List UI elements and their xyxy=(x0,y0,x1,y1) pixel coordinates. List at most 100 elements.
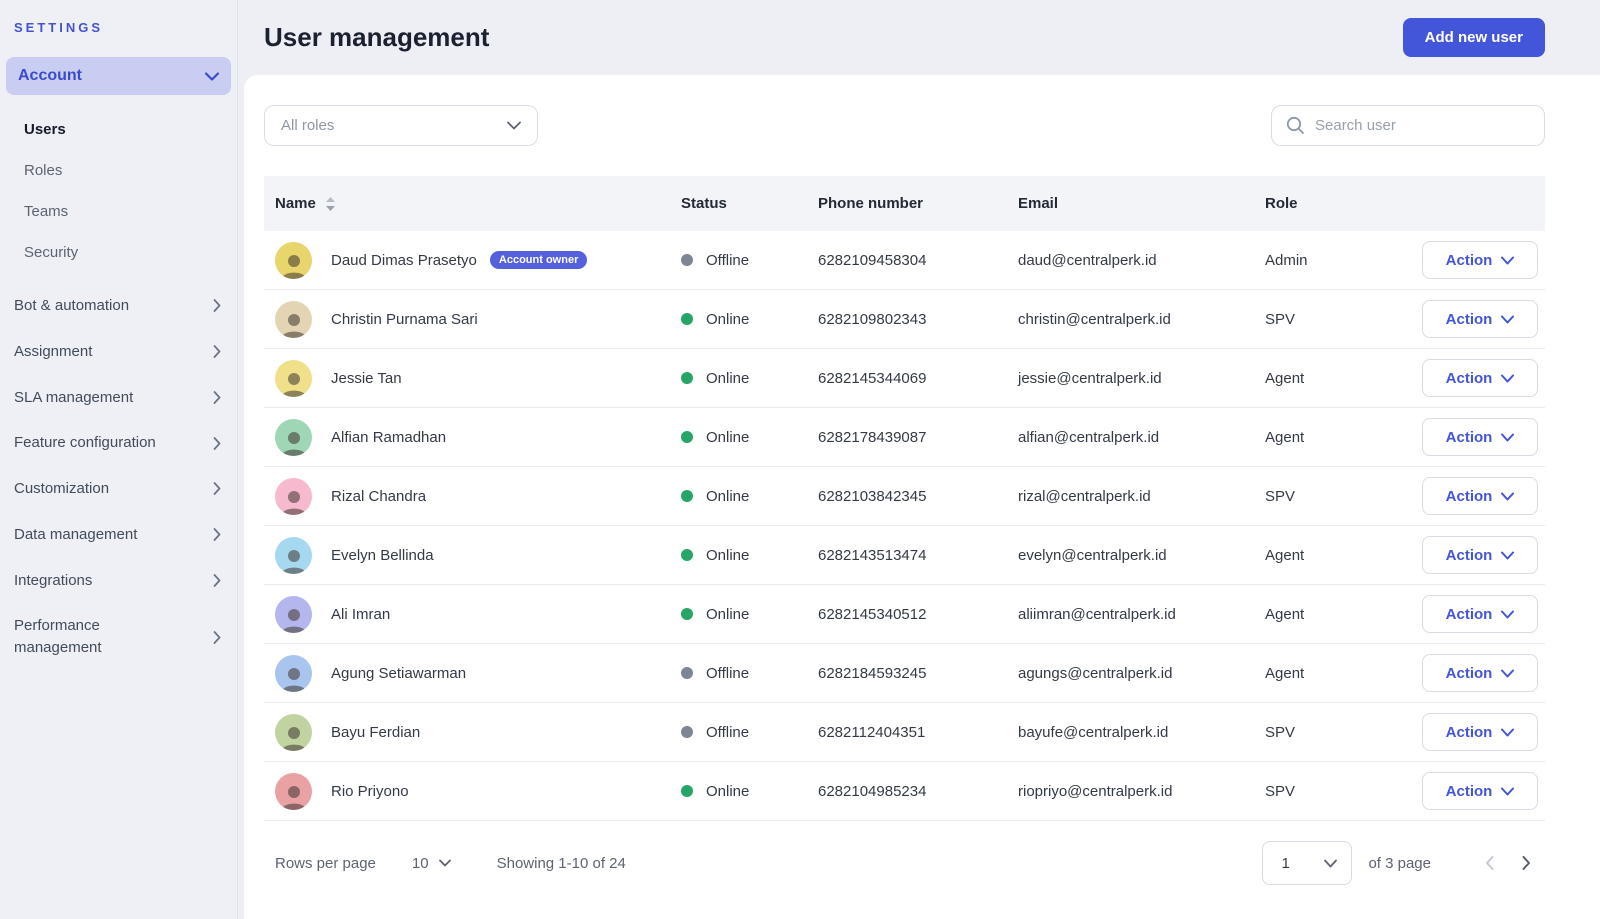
role: Agent xyxy=(1265,369,1305,387)
sidebar-item-label: Performance management xyxy=(14,617,102,656)
sort-icon[interactable] xyxy=(325,196,335,211)
sidebar-item[interactable]: Data management xyxy=(6,512,231,558)
column-header-name[interactable]: Name xyxy=(275,195,681,212)
user-name: Daud Dimas Prasetyo xyxy=(331,251,477,269)
next-page-button[interactable] xyxy=(1508,850,1545,876)
chevron-down-icon xyxy=(438,859,451,867)
sidebar-item-label: Bot & automation xyxy=(14,297,130,314)
search-user-box xyxy=(1271,105,1545,146)
sidebar-item[interactable]: Performance management xyxy=(6,603,231,671)
table-row: Agung Setiawarman Offline 6282184593245 … xyxy=(264,644,1545,703)
chevron-down-icon xyxy=(1501,787,1515,796)
sidebar-item-label: Data management xyxy=(14,525,138,543)
sidebar-sub-item[interactable]: Teams xyxy=(24,203,69,220)
chevron-right-icon xyxy=(213,630,221,644)
email: rizal@centralperk.id xyxy=(1018,487,1151,505)
phone-number: 6282109802343 xyxy=(818,310,927,328)
sidebar-sub-item[interactable]: Security xyxy=(24,244,79,261)
status-cell: Online xyxy=(681,606,818,623)
column-header-status: Status xyxy=(681,195,727,212)
email: alfian@centralperk.id xyxy=(1018,428,1160,446)
sidebar-item[interactable]: Assignment xyxy=(6,329,231,375)
table-row: Ali Imran Online 6282145340512 aliimran@… xyxy=(264,585,1545,644)
settings-sidebar: SETTINGS Account Users Roles Teams Secur… xyxy=(0,0,238,919)
sidebar-sub-item[interactable]: Users xyxy=(24,121,66,138)
status-text: Online xyxy=(706,487,750,505)
column-header-role: Role xyxy=(1265,195,1298,212)
table-row: Evelyn Bellinda Online 6282143513474 eve… xyxy=(264,526,1545,585)
role: SPV xyxy=(1265,782,1296,800)
sidebar-item[interactable]: SLA management xyxy=(6,375,231,421)
sidebar-item-label: SLA management xyxy=(14,388,134,406)
avatar xyxy=(275,241,312,279)
sidebar-groups: Bot & automation Assignment SLA manageme… xyxy=(6,283,231,671)
action-button-label: Action xyxy=(1445,487,1493,505)
table-row: Bayu Ferdian Offline 6282112404351 bayuf… xyxy=(264,703,1545,762)
action-button[interactable]: Action xyxy=(1422,300,1538,338)
chevron-down-icon xyxy=(1324,859,1338,868)
avatar xyxy=(275,536,312,574)
user-name: Bayu Ferdian xyxy=(331,723,421,741)
sidebar-item-account[interactable]: Account xyxy=(6,57,231,95)
account-sub-items: Users Roles Teams Security xyxy=(6,109,231,273)
action-cell: Action xyxy=(1422,359,1538,397)
previous-page-button[interactable] xyxy=(1471,850,1508,876)
sidebar-item[interactable]: Customization xyxy=(6,466,231,512)
email: riopriyo@centralperk.id xyxy=(1018,782,1173,800)
chevron-down-icon xyxy=(205,71,219,81)
add-new-user-button[interactable]: Add new user xyxy=(1402,18,1545,57)
user-name-cell: Agung Setiawarman xyxy=(275,654,681,692)
user-name-cell: Rizal Chandra xyxy=(275,477,681,515)
status-dot xyxy=(681,549,693,561)
action-button-label: Action xyxy=(1445,664,1493,682)
action-button[interactable]: Action xyxy=(1422,595,1538,633)
action-button-label: Action xyxy=(1445,310,1493,328)
avatar xyxy=(275,300,312,338)
chevron-down-icon xyxy=(1501,433,1515,442)
sidebar-item[interactable]: Integrations xyxy=(6,558,231,604)
sidebar-title: SETTINGS xyxy=(14,20,104,35)
sidebar-item[interactable]: Bot & automation xyxy=(6,283,231,329)
action-button[interactable]: Action xyxy=(1422,536,1538,574)
email: daud@centralperk.id xyxy=(1018,251,1157,269)
action-button[interactable]: Action xyxy=(1422,359,1538,397)
action-button[interactable]: Action xyxy=(1422,654,1538,692)
rows-per-page-dropdown[interactable]: 10 xyxy=(412,855,451,872)
chevron-right-icon xyxy=(213,528,221,542)
users-table: Name Status Phone number Email Role Daud… xyxy=(264,176,1545,821)
search-icon xyxy=(1286,116,1305,135)
role: Agent xyxy=(1265,546,1305,564)
action-button[interactable]: Action xyxy=(1422,477,1538,515)
action-button[interactable]: Action xyxy=(1422,418,1538,456)
chevron-down-icon xyxy=(1501,551,1515,560)
table-row: Rio Priyono Online 6282104985234 riopriy… xyxy=(264,762,1545,821)
sidebar-sub-item[interactable]: Roles xyxy=(24,162,63,179)
chevron-down-icon xyxy=(507,121,521,130)
status-cell: Online xyxy=(681,370,818,387)
role: Agent xyxy=(1265,605,1305,623)
phone-number: 6282143513474 xyxy=(818,546,927,564)
status-text: Offline xyxy=(706,723,750,741)
roles-filter-dropdown[interactable]: All roles xyxy=(264,105,538,146)
sidebar-item[interactable]: Feature configuration xyxy=(6,420,231,466)
status-cell: Online xyxy=(681,547,818,564)
status-cell: Offline xyxy=(681,252,818,269)
avatar xyxy=(275,359,312,397)
user-name: Ali Imran xyxy=(331,605,391,623)
page-header: User management Add new user xyxy=(238,0,1600,75)
chevron-right-icon xyxy=(213,299,221,313)
search-user-input[interactable] xyxy=(1315,117,1530,134)
action-button[interactable]: Action xyxy=(1422,241,1538,279)
table-header-row: Name Status Phone number Email Role xyxy=(264,176,1545,231)
action-button[interactable]: Action xyxy=(1422,713,1538,751)
action-button-label: Action xyxy=(1445,723,1493,741)
content-card: All roles Name Status xyxy=(244,75,1600,919)
status-cell: Online xyxy=(681,311,818,328)
status-dot xyxy=(681,667,693,679)
status-text: Online xyxy=(706,605,750,623)
page-number-dropdown[interactable]: 1 xyxy=(1262,841,1353,885)
status-cell: Online xyxy=(681,429,818,446)
column-header-phone: Phone number xyxy=(818,195,924,212)
status-cell: Offline xyxy=(681,665,818,682)
action-button[interactable]: Action xyxy=(1422,772,1538,810)
